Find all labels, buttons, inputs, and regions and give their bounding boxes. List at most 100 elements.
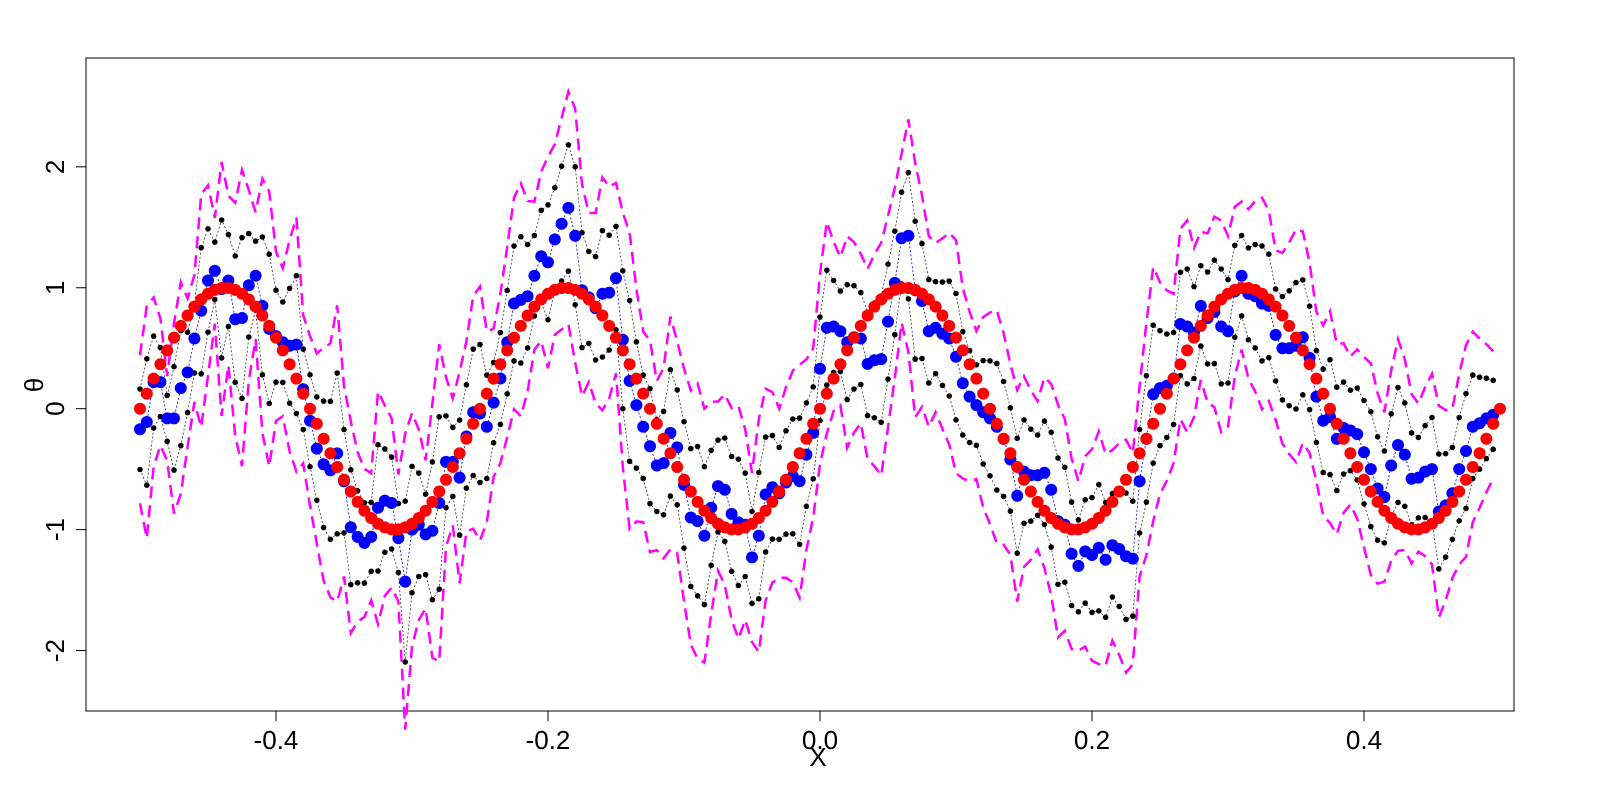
curve-a-point [1317, 387, 1330, 400]
curve-a-point [984, 402, 996, 415]
curve-b-point [140, 416, 153, 428]
curve-a-point [487, 372, 500, 385]
lower-inner-band-point [429, 596, 436, 603]
curve-a-point [657, 432, 670, 445]
lower-inner-band-point [1232, 334, 1238, 341]
upper-inner-band-point [286, 285, 293, 292]
upper-inner-band-point [552, 184, 558, 191]
y-axis-title: θ [19, 378, 49, 392]
curve-a-point [351, 495, 364, 508]
curve-a-point [1126, 461, 1139, 473]
curve-a-point [997, 432, 1010, 445]
curve-a-point [1330, 417, 1343, 430]
curve-a-point [929, 300, 942, 313]
upper-inner-band-point [1028, 426, 1034, 433]
upper-inner-band-point [307, 372, 313, 378]
upper-inner-band-point [783, 428, 789, 434]
curve-b-point [698, 529, 711, 542]
lower-inner-band-point [205, 329, 211, 336]
lower-inner-band-point [1102, 614, 1109, 621]
lower-inner-band-point [694, 593, 701, 599]
curve-a-point [1358, 473, 1370, 486]
upper-inner-band-point [416, 470, 422, 476]
upper-inner-band-point [456, 417, 463, 424]
curve-a-point [1140, 432, 1153, 445]
lower-inner-band-point [470, 472, 477, 479]
lower-inner-band-point [1096, 608, 1102, 614]
upper-inner-band-point [1395, 384, 1401, 391]
curve-a-point [440, 473, 452, 486]
upper-inner-band-point [1232, 242, 1238, 249]
upper-inner-band-point [1266, 251, 1272, 257]
upper-inner-band-point [694, 443, 701, 450]
upper-inner-band-point [436, 414, 443, 420]
curve-a-point [1487, 417, 1500, 430]
upper-inner-band-point [1068, 499, 1075, 505]
curve-a-point [134, 402, 146, 415]
lower-inner-band-point [620, 405, 626, 412]
upper-inner-band-point [1449, 444, 1456, 451]
lower-inner-band-point [633, 465, 640, 472]
upper-inner-band-point [987, 358, 993, 364]
upper-inner-band-point [1354, 385, 1360, 391]
lower-inner-band-point [409, 590, 415, 596]
curve-b-point [882, 315, 894, 328]
curve-a-point [1011, 461, 1024, 473]
curve-a-point [759, 504, 772, 517]
lower-inner-band-point [1218, 381, 1224, 387]
curve-b-point [202, 274, 214, 287]
upper-inner-band-point [314, 394, 320, 400]
upper-inner-band-point [1204, 269, 1211, 275]
lower-inner-band-point [1313, 439, 1320, 446]
curve-b-point [963, 390, 976, 403]
upper-inner-band-point [518, 233, 524, 240]
lower-inner-band-point [1361, 501, 1367, 507]
curve-a-point [1371, 495, 1384, 508]
upper-inner-band-point [715, 437, 721, 443]
curve-a-point [297, 387, 310, 400]
plot-frame [85, 57, 1515, 712]
upper-inner-band-point [810, 384, 816, 390]
curve-b-point [637, 420, 650, 433]
curve-a-point [453, 447, 466, 460]
upper-inner-band-point [463, 382, 470, 388]
lower-inner-band-point [1109, 594, 1116, 600]
curve-b-point [528, 269, 541, 282]
upper-inner-band-point [769, 432, 776, 439]
upper-inner-band-point [1007, 405, 1014, 411]
lower-inner-band-point [1402, 503, 1408, 510]
lower-inner-band-point [960, 432, 966, 438]
lower-inner-band-point [1198, 343, 1204, 349]
curve-b-point [1235, 269, 1248, 282]
curve-a-point [174, 319, 187, 332]
lower-inner-band-point [1116, 603, 1122, 610]
curve-b-point [1126, 552, 1139, 565]
upper-inner-band-point [375, 441, 381, 448]
upper-inner-band-point [1055, 455, 1061, 461]
lower-inner-band-point [1245, 337, 1252, 343]
lower-inner-band-point [926, 380, 932, 386]
curve-a-point [603, 319, 616, 332]
upper-inner-band-point [1347, 387, 1354, 394]
curve-a-point [841, 344, 854, 357]
upper-inner-band-point [1041, 418, 1048, 424]
lower-inner-band-point [1170, 421, 1177, 428]
upper-inner-band-point [144, 356, 150, 362]
curve-b-point [426, 524, 439, 537]
lower-inner-band-point [572, 301, 578, 308]
lower-inner-band-point [416, 573, 422, 580]
upper-inner-band-point [348, 467, 354, 473]
lower-inner-band-point [987, 473, 993, 479]
upper-inner-band-point [1422, 422, 1428, 429]
lower-inner-band-point [246, 334, 252, 340]
curve-a-point [630, 372, 643, 385]
lower-inner-band-point [1041, 521, 1048, 528]
lower-inner-band-point [1136, 530, 1143, 536]
lower-inner-band-point [1340, 471, 1347, 477]
upper-inner-band-point [701, 463, 708, 470]
upper-inner-band-point [1238, 232, 1245, 239]
curve-b-point [1038, 466, 1051, 479]
upper-inner-band-point [1463, 390, 1469, 397]
curve-a-point [480, 387, 493, 400]
